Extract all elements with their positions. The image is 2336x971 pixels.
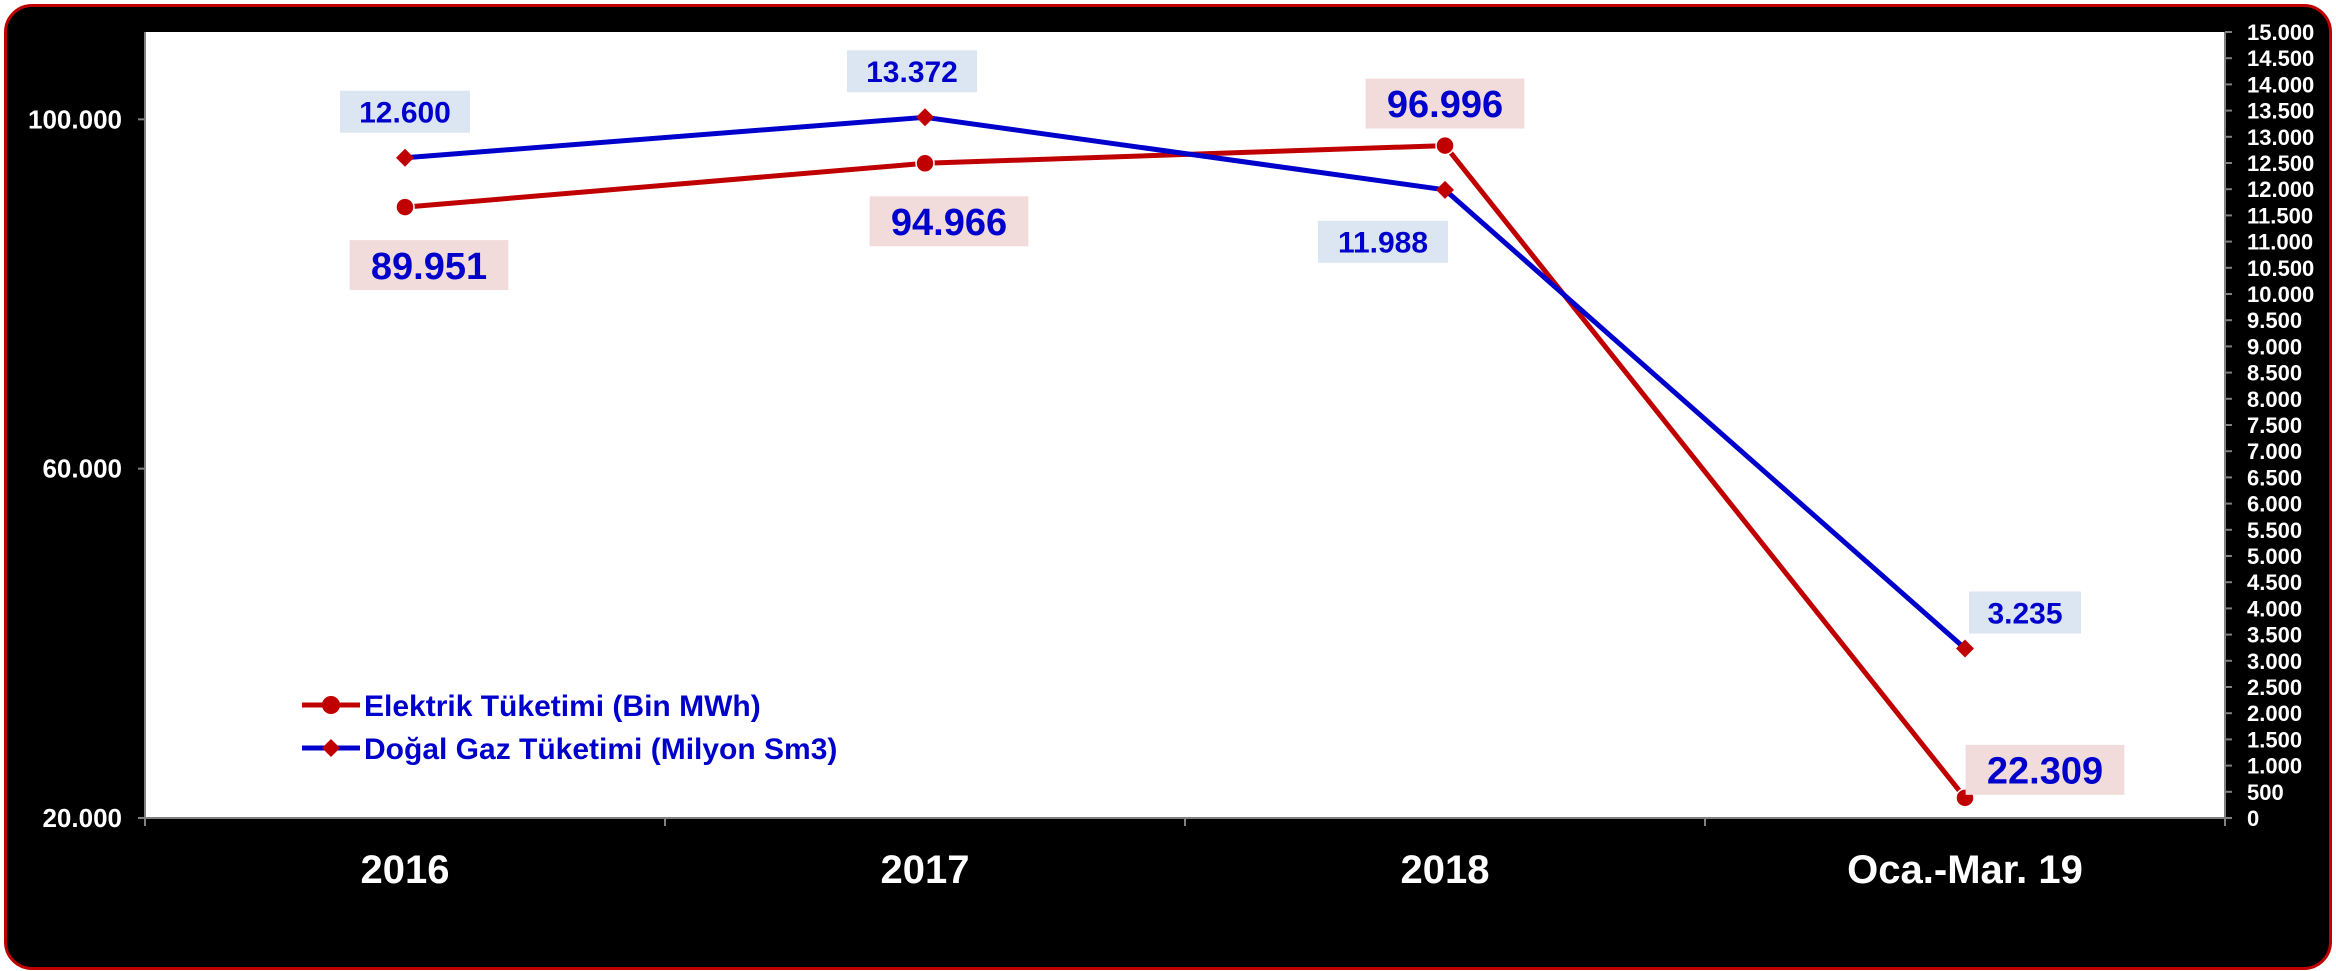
data-label-box-dogal-gaz — [847, 50, 977, 93]
right-axis-tick-label: 4.500 — [2247, 570, 2302, 595]
x-axis-category-label: Oca.-Mar. 19 — [1847, 848, 2083, 892]
series-point-elektrik — [1435, 135, 1455, 156]
series-point-elektrik — [395, 197, 415, 217]
right-axis-tick-label: 11.000 — [2247, 230, 2313, 255]
legend-marker-dogal-gaz — [322, 739, 340, 757]
left-axis-tick-label: 60.000 — [42, 454, 122, 484]
right-axis-tick-label: 14.000 — [2247, 72, 2314, 97]
data-label-box-elektrik — [1365, 78, 1525, 129]
data-label-elektrik: 94.966 — [891, 202, 1007, 244]
legend-label-dogal-gaz: Doğal Gaz Tüketimi (Milyon Sm3) — [364, 733, 837, 766]
right-axis-tick-label: 2.000 — [2247, 701, 2302, 726]
right-axis-tick-label: 7.500 — [2247, 413, 2302, 438]
legend-label-elektrik: Elektrik Tüketimi (Bin MWh) — [364, 690, 761, 723]
right-axis-tick-label: 11.500 — [2247, 203, 2313, 228]
right-axis-tick-label: 5.000 — [2247, 544, 2302, 569]
left-axis-tick-label: 20.000 — [42, 803, 122, 833]
right-axis-tick-label: 3.000 — [2247, 649, 2302, 674]
right-axis-tick-label: 14.500 — [2247, 46, 2314, 71]
data-label-box-dogal-gaz — [1318, 220, 1448, 263]
right-axis-tick-label: 0 — [2247, 806, 2259, 831]
right-axis-tick-label: 9.000 — [2247, 334, 2302, 359]
series-point-dogal-gaz — [1436, 180, 1454, 199]
x-axis-category-label: 2017 — [881, 848, 970, 892]
right-axis-tick-label: 5.500 — [2247, 518, 2302, 543]
right-axis-tick-label: 6.000 — [2247, 492, 2302, 517]
series-point-elektrik — [915, 153, 935, 174]
data-label-elektrik: 22.309 — [1987, 751, 2103, 793]
right-axis-tick-label: 8.500 — [2247, 361, 2302, 386]
right-axis-tick-label: 13.000 — [2247, 125, 2314, 150]
right-axis-tick-label: 1.500 — [2247, 727, 2302, 752]
series-line-dogal-gaz — [404, 114, 1967, 651]
right-axis-tick-label: 10.000 — [2247, 282, 2314, 307]
data-label-dogal-gaz: 13.372 — [866, 56, 958, 89]
data-label-elektrik: 89.951 — [371, 246, 487, 288]
series-point-dogal-gaz — [396, 148, 414, 167]
right-axis-tick-label: 2.500 — [2247, 675, 2302, 700]
data-label-box-dogal-gaz — [1969, 591, 2081, 634]
data-label-elektrik: 96.996 — [1387, 84, 1503, 126]
right-axis-tick-label: 500 — [2247, 780, 2284, 805]
data-label-box-elektrik — [349, 240, 509, 291]
right-axis-tick-label: 10.500 — [2247, 256, 2314, 281]
data-label-box-dogal-gaz — [340, 90, 470, 133]
right-axis-tick-label: 15.000 — [2247, 20, 2314, 45]
right-axis-tick-label: 3.500 — [2247, 623, 2302, 648]
right-axis-tick-label: 8.000 — [2247, 387, 2302, 412]
right-axis-tick-label: 12.000 — [2247, 177, 2314, 202]
series-point-dogal-gaz — [1956, 639, 1974, 658]
data-label-dogal-gaz: 11.988 — [1338, 227, 1428, 260]
legend-marker-elektrik — [322, 696, 340, 714]
right-axis-tick-label: 6.500 — [2247, 465, 2302, 490]
series-point-dogal-gaz — [916, 108, 934, 127]
data-label-dogal-gaz: 12.600 — [359, 97, 451, 130]
data-label-box-elektrik — [1965, 744, 2125, 795]
right-axis-tick-label: 13.500 — [2247, 99, 2314, 124]
x-axis-category-label: 2016 — [361, 848, 450, 892]
x-axis-category-label: 2018 — [1401, 848, 1490, 892]
right-axis-tick-label: 7.000 — [2247, 439, 2302, 464]
right-axis-tick-label: 1.000 — [2247, 754, 2302, 779]
data-label-dogal-gaz: 3.235 — [1987, 597, 2062, 630]
left-axis-tick-label: 100.000 — [28, 104, 122, 134]
right-axis-tick-label: 4.000 — [2247, 596, 2302, 621]
right-axis-tick-label: 12.500 — [2247, 151, 2314, 176]
data-label-box-elektrik — [869, 196, 1029, 247]
right-axis-tick-label: 9.500 — [2247, 308, 2302, 333]
